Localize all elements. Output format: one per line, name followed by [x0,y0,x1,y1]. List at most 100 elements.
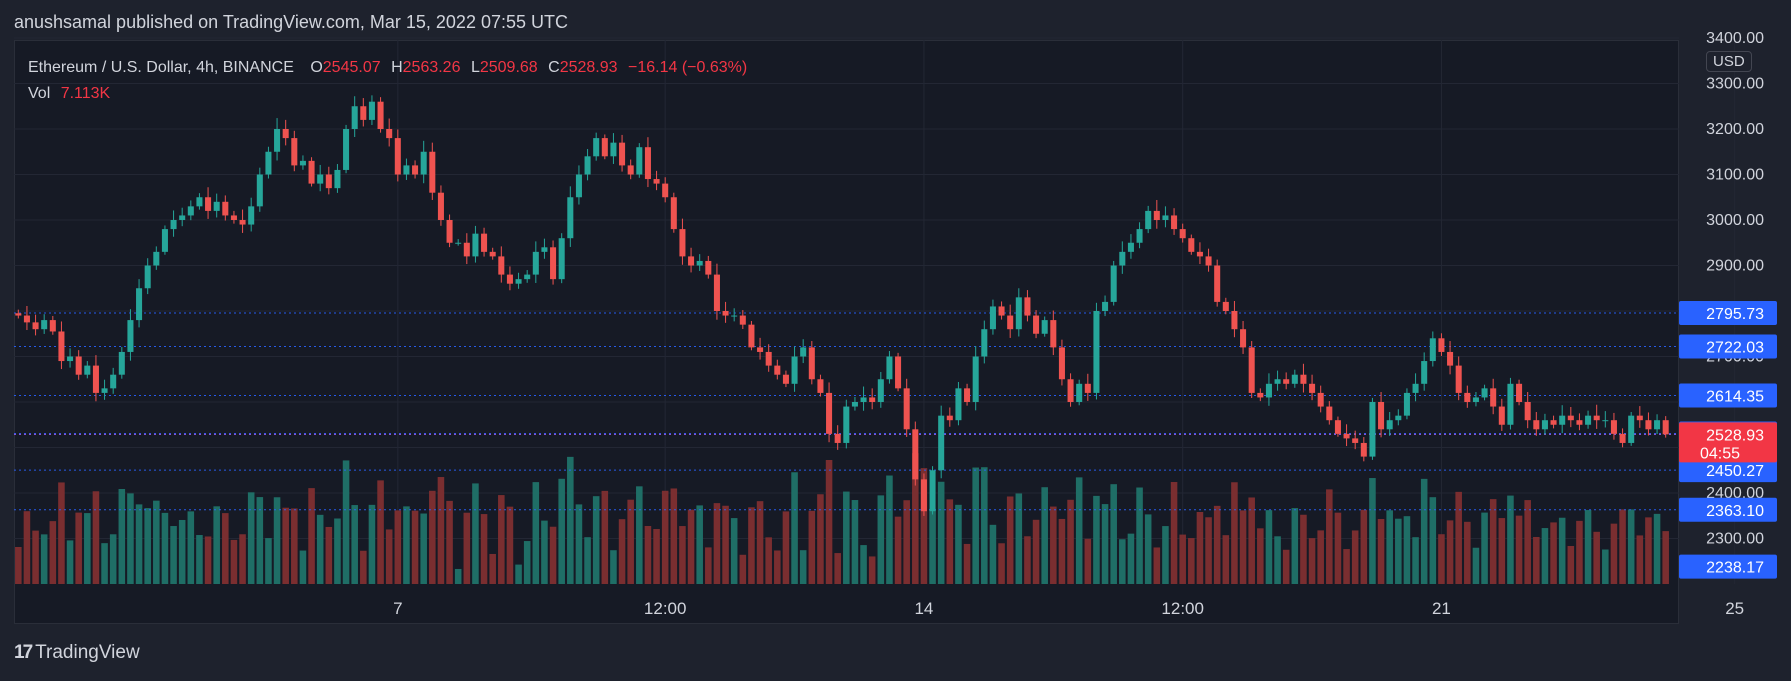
candle-body[interactable] [1248,347,1255,393]
candle-body[interactable] [196,197,203,207]
candle-body[interactable] [489,251,496,257]
candle-body[interactable] [920,479,927,512]
candle-body[interactable] [739,315,746,325]
candle-body[interactable] [110,374,117,389]
candle-body[interactable] [722,311,729,316]
candle-body[interactable] [265,151,272,175]
candle-body[interactable] [1300,374,1307,384]
level-badge[interactable] [1679,300,1777,325]
candle-body[interactable] [127,320,134,352]
candle-body[interactable] [222,201,229,216]
candle-body[interactable] [1585,415,1592,425]
candle-body[interactable] [1188,238,1195,252]
candle-body[interactable] [213,201,220,211]
candle-body[interactable] [463,242,470,257]
candle-body[interactable] [662,183,669,198]
candle-body[interactable] [1326,406,1333,421]
candle-body[interactable] [1162,215,1169,220]
candle-body[interactable] [653,179,660,184]
candle-body[interactable] [808,347,815,380]
candle-body[interactable] [161,229,168,252]
candle-body[interactable] [386,129,393,139]
symbol-title[interactable]: Ethereum / U.S. Dollar, 4h, BINANCE [28,59,294,76]
candle-body[interactable] [696,260,703,266]
candle-body[interactable] [498,256,505,275]
level-badge[interactable] [1679,383,1777,408]
candle-body[interactable] [515,279,522,284]
candle-body[interactable] [955,388,962,421]
candle-body[interactable] [1309,383,1316,393]
candle-body[interactable] [610,142,617,157]
candle-body[interactable] [1403,392,1410,416]
candle-body[interactable] [1024,297,1031,316]
candle-body[interactable] [1196,251,1203,257]
candle-body[interactable] [446,220,453,243]
candle-body[interactable] [92,365,99,393]
candle-body[interactable] [1628,415,1635,443]
candle-body[interactable] [774,365,781,375]
candle-body[interactable] [1524,402,1531,421]
candle-body[interactable] [757,347,764,352]
candle-body[interactable] [32,322,39,330]
candle-body[interactable] [334,169,341,189]
candle-body[interactable] [1593,415,1600,421]
candle-body[interactable] [1257,392,1264,398]
candle-body[interactable] [1464,392,1471,402]
candle-body[interactable] [1041,320,1048,334]
candle-body[interactable] [1119,251,1126,266]
candle-body[interactable] [1507,383,1514,425]
candle-body[interactable] [455,242,462,244]
candle-body[interactable] [1136,229,1143,243]
candle-body[interactable] [627,165,634,175]
candle-body[interactable] [248,206,255,225]
level-badge[interactable] [1679,554,1777,579]
candle-body[interactable] [481,233,488,252]
candle-body[interactable] [679,229,686,257]
candle-body[interactable] [1050,320,1057,348]
candle-body[interactable] [144,265,151,289]
candle-body[interactable] [1291,374,1298,384]
candle-body[interactable] [299,160,306,166]
candle-body[interactable] [1654,420,1661,430]
candle-body[interactable] [713,274,720,311]
candle-body[interactable] [1541,420,1548,430]
candle-body[interactable] [291,138,298,166]
candle-body[interactable] [187,206,194,216]
candle-body[interactable] [153,251,160,266]
candle-body[interactable] [58,331,65,362]
candle-body[interactable] [1455,365,1462,393]
candle-body[interactable] [1567,415,1574,421]
candle-body[interactable] [1033,315,1040,334]
candle-body[interactable] [274,129,281,152]
candle-body[interactable] [765,351,772,366]
candle-body[interactable] [49,320,56,332]
candle-body[interactable] [886,356,893,380]
candle-body[interactable] [860,397,867,402]
candle-body[interactable] [843,406,850,443]
candle-body[interactable] [377,101,384,129]
candle-body[interactable] [1110,265,1117,302]
candle-body[interactable] [1386,420,1393,430]
candle-body[interactable] [1222,301,1229,311]
candle-body[interactable] [1265,383,1272,398]
candle-body[interactable] [895,356,902,389]
candle-body[interactable] [998,306,1005,316]
price-scale[interactable] [1679,40,1791,624]
candle-body[interactable] [1412,383,1419,393]
candle-body[interactable] [688,256,695,266]
level-badge[interactable] [1679,458,1777,483]
candle-body[interactable] [1153,210,1160,220]
candle-body[interactable] [1516,383,1523,402]
candle-body[interactable] [1145,210,1152,230]
candle-body[interactable] [1559,415,1566,425]
candle-body[interactable] [1498,406,1505,425]
candle-body[interactable] [1274,379,1281,384]
candle-body[interactable] [731,315,738,317]
candle-body[interactable] [1610,420,1617,434]
candle-body[interactable] [593,138,600,157]
candle-body[interactable] [1662,420,1669,435]
candle-body[interactable] [41,320,48,330]
candle-body[interactable] [1550,420,1557,425]
candle-body[interactable] [230,215,237,220]
candle-body[interactable] [1636,415,1643,421]
